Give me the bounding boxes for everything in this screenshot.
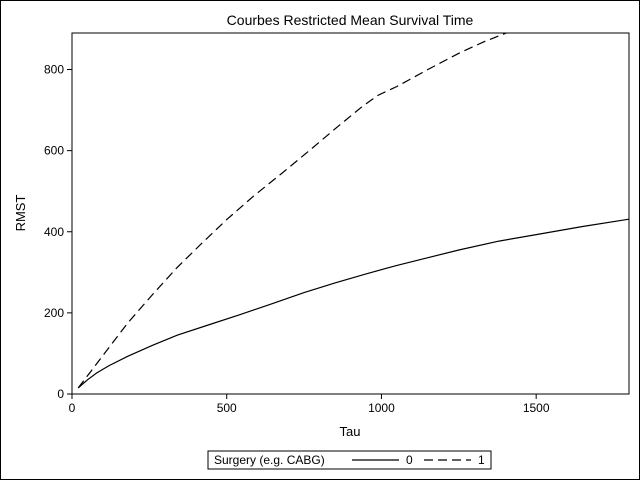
x-tick-label: 1000 [368,401,395,415]
chart-title: Courbes Restricted Mean Survival Time [227,12,474,28]
series-layer [77,33,629,389]
legend-label-1: 1 [478,453,485,467]
y-tick-label: 400 [44,225,64,239]
y-axis-label: RMST [13,195,28,232]
y-tick-label: 600 [44,144,64,158]
legend-frame [207,450,492,470]
plot-area [71,32,630,395]
legend-title: Surgery (e.g. CABG) [214,453,325,467]
y-tick-label: 200 [44,306,64,320]
series-line-1 [77,33,508,389]
series-line-0 [77,218,629,389]
y-tick-label: 800 [44,63,64,77]
y-tick-label: 0 [57,387,64,401]
x-tick-label: 1500 [523,401,550,415]
x-axis-label: Tau [340,424,361,439]
legend-label-0: 0 [406,453,413,467]
x-tick-label: 500 [217,401,237,415]
x-tick-label: 0 [69,401,76,415]
y-axis: 0 200 400 600 800 [44,63,72,401]
x-axis: 0 500 1000 1500 [69,394,550,415]
